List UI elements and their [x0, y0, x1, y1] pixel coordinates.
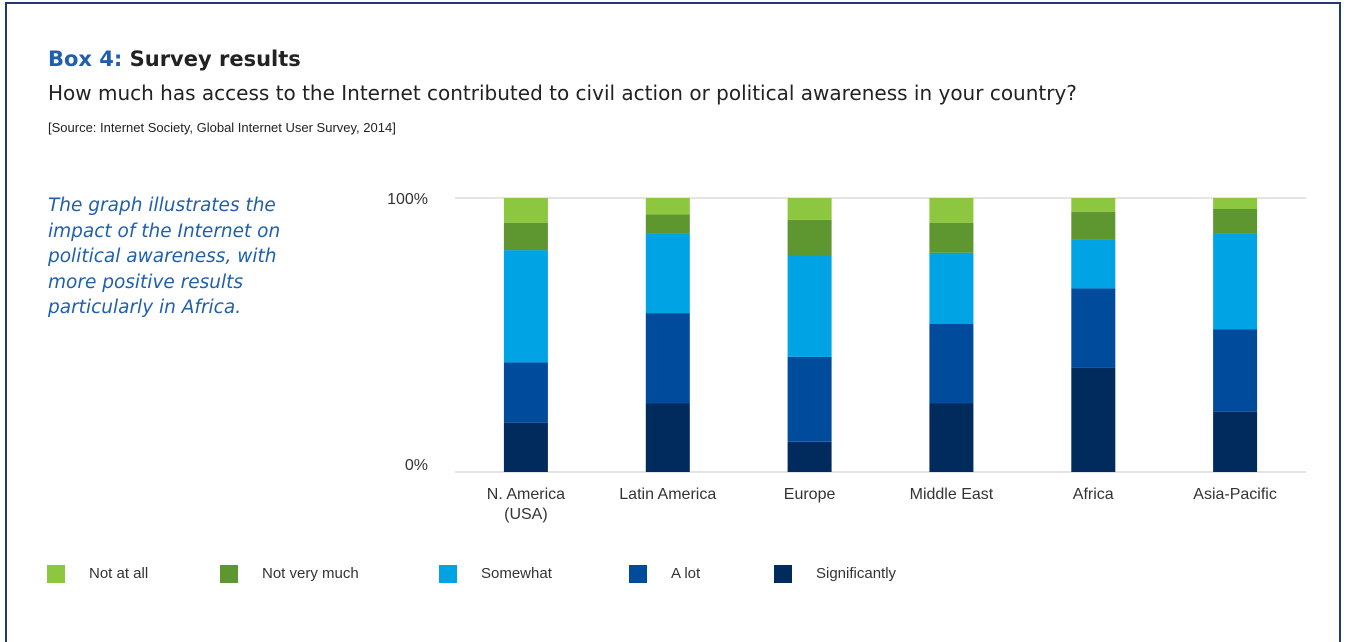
bar-segment	[645, 233, 690, 314]
legend-swatch	[439, 565, 457, 583]
bar-segment	[1213, 411, 1258, 472]
bar-segment	[929, 222, 974, 253]
bar-segment	[503, 198, 548, 223]
box-number: Box 4:	[48, 47, 123, 71]
bar-segment	[1213, 233, 1258, 330]
survey-question: How much has access to the Internet cont…	[48, 81, 1077, 105]
legend-label: Somewhat	[481, 565, 552, 582]
y-tick-label: 100%	[387, 191, 428, 208]
legend-swatch	[629, 565, 647, 583]
legend-swatch	[220, 565, 238, 583]
bar-segment	[503, 362, 548, 423]
legend-swatch	[47, 565, 65, 583]
legend-label: Not at all	[89, 565, 149, 582]
legend-label: A lot	[671, 565, 701, 582]
bar-segment	[645, 198, 690, 215]
bar-segment	[1071, 239, 1116, 289]
bar-segment	[787, 255, 832, 357]
source-note: [Source: Internet Society, Global Intern…	[48, 120, 396, 135]
bar-segment	[645, 313, 690, 404]
legend-label: Not very much	[262, 565, 359, 582]
bar-segment	[645, 403, 690, 472]
stacked-bar-chart: 100% 0% N. America (USA) Latin America Europe…	[387, 191, 1306, 523]
box-frame	[5, 2, 1341, 642]
bar-segment	[929, 198, 974, 223]
bar-segment	[503, 222, 548, 251]
box-title-text: Survey results	[129, 47, 301, 71]
bar-segment	[787, 356, 832, 442]
x-category-label: Africa	[1073, 486, 1114, 503]
bar-segment	[1071, 211, 1116, 240]
bar-segment	[929, 252, 974, 324]
bar-segment	[787, 198, 832, 220]
bar-segment	[1071, 288, 1116, 368]
bar-segment	[1071, 198, 1116, 212]
box-title: Box 4: Survey results	[48, 47, 301, 71]
bar-segment	[503, 422, 548, 472]
bar-segment	[1213, 329, 1258, 412]
bar-segment	[503, 250, 548, 363]
x-category-label: Middle East	[910, 486, 994, 503]
x-category-label: Asia-Pacific	[1193, 486, 1277, 503]
bar-segment	[787, 219, 832, 256]
bar-segment	[929, 403, 974, 472]
bar-segment	[1213, 198, 1258, 209]
x-category-label: (USA)	[504, 506, 548, 523]
x-category-label: N. America	[487, 486, 565, 503]
legend-swatch	[774, 565, 792, 583]
x-category-label: Europe	[784, 486, 836, 503]
bar-segment	[645, 214, 690, 234]
legend-label: Significantly	[816, 565, 897, 582]
x-category-label: Latin America	[619, 486, 716, 503]
bar-segment	[1213, 209, 1258, 234]
y-tick-label: 0%	[405, 457, 428, 474]
chart-caption: The graph illustrates the impact of the …	[48, 195, 281, 318]
bar-segment	[1071, 367, 1116, 472]
bar-segment	[929, 324, 974, 404]
bar-segment	[787, 441, 832, 472]
